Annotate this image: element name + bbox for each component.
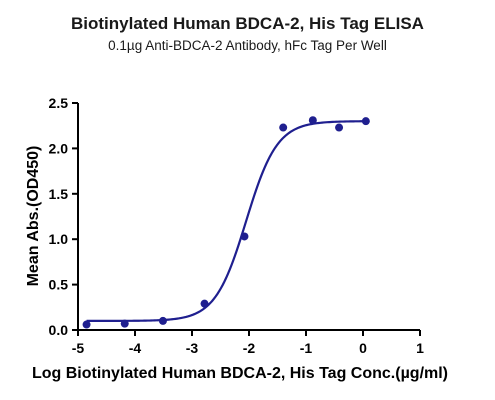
data-point xyxy=(200,299,209,308)
y-tick-label: 1.0 xyxy=(49,231,69,247)
axes xyxy=(77,103,420,331)
data-point xyxy=(82,320,91,329)
data-point xyxy=(335,123,344,132)
y-tick-label: 1.5 xyxy=(49,186,69,202)
x-axis-label: Log Biotinylated Human BDCA-2, His Tag C… xyxy=(32,365,448,382)
data-point xyxy=(361,117,370,126)
chart-title: Biotinylated Human BDCA-2, His Tag ELISA xyxy=(71,14,424,33)
chart-subtitle: 0.1µg Anti-BDCA-2 Antibody, hFc Tag Per … xyxy=(108,38,387,53)
y-tick-label: 2.0 xyxy=(49,140,69,156)
x-tick-label: 0 xyxy=(359,340,367,356)
x-ticks: -5 -4 -3 -2 -1 0 1 xyxy=(72,330,424,356)
x-tick-label: -1 xyxy=(300,340,313,356)
x-tick-label: -2 xyxy=(243,340,256,356)
y-ticks: 0.0 0.5 1.0 1.5 2.0 2.5 xyxy=(49,95,78,338)
data-point xyxy=(120,319,129,328)
x-tick-label: -5 xyxy=(72,340,85,356)
y-tick-label: 0.5 xyxy=(49,277,69,293)
data-point xyxy=(158,316,167,325)
x-tick-label: -3 xyxy=(186,340,199,356)
y-tick-label: 0.0 xyxy=(49,322,69,338)
fit-curve xyxy=(86,120,366,323)
data-point xyxy=(240,232,249,241)
x-tick-label: 1 xyxy=(416,340,424,356)
data-point xyxy=(308,116,317,125)
x-tick-label: -4 xyxy=(129,340,142,356)
data-point xyxy=(279,123,288,132)
data-points xyxy=(82,116,370,329)
y-tick-label: 2.5 xyxy=(49,95,69,111)
y-axis-label: Mean Abs.(OD450) xyxy=(25,146,42,287)
